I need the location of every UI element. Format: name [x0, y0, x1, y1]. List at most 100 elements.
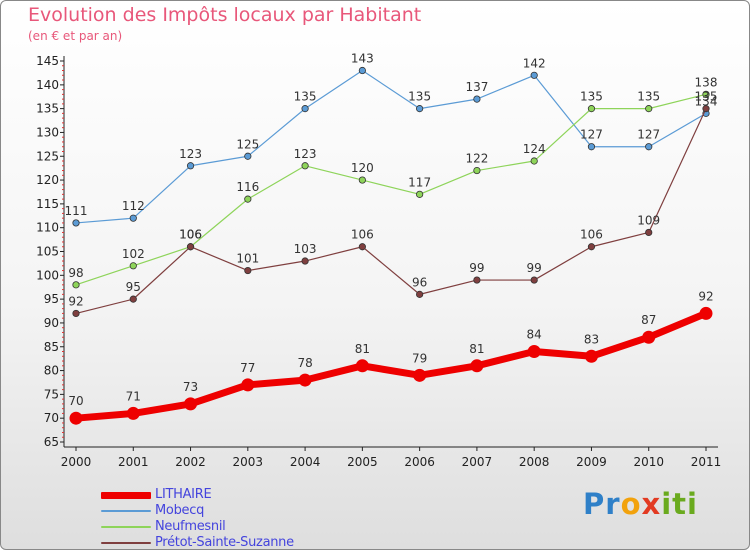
chart-axes: 65 70 75 80 85 90 95 100 105 110 115 120 125 130 135 14…: [36, 54, 721, 469]
data-point-neufmesnil: [244, 195, 252, 203]
data-label-lithaire: 83: [584, 332, 599, 346]
data-point-lithaire: [699, 306, 713, 320]
x-tick-label: 2011: [691, 455, 722, 469]
data-point-pr-tot-sainte-suzanne: [129, 295, 137, 303]
y-tick-label: 100: [36, 268, 59, 282]
data-label-mobecq: 127: [637, 128, 660, 142]
data-point-mobecq: [587, 143, 596, 151]
data-label-lithaire: 84: [527, 328, 542, 342]
logo-part: x: [641, 487, 662, 521]
data-label-lithaire: 77: [240, 361, 255, 375]
data-label-neufmesnil: 106: [179, 228, 202, 242]
data-point-mobecq: [129, 214, 137, 222]
data-point-pr-tot-sainte-suzanne: [358, 243, 366, 251]
data-point-lithaire: [413, 368, 427, 382]
data-point-neufmesnil: [72, 281, 80, 289]
data-label-mobecq: 112: [122, 199, 145, 213]
y-tick-label: 145: [36, 54, 59, 68]
x-tick-label: 2000: [61, 455, 92, 469]
series-line-lithaire: [72, 309, 710, 422]
data-label-pr-tot-sainte-suzanne: 135: [695, 90, 718, 104]
data-point-mobecq: [72, 219, 80, 227]
data-label-neufmesnil: 138: [695, 75, 718, 89]
data-label-pr-tot-sainte-suzanne: 103: [294, 242, 317, 256]
y-tick-label: 120: [36, 173, 59, 187]
data-point-neufmesnil: [129, 262, 137, 270]
x-tick-label: 2006: [404, 455, 435, 469]
data-label-mobecq: 123: [179, 147, 202, 161]
data-label-lithaire: 81: [469, 342, 484, 356]
data-point-neufmesnil: [587, 105, 596, 113]
data-point-pr-tot-sainte-suzanne: [702, 105, 710, 113]
data-point-mobecq: [244, 152, 252, 160]
y-tick-label: 115: [36, 197, 59, 211]
data-point-mobecq: [358, 66, 366, 75]
y-tick-label: 140: [36, 78, 59, 92]
data-point-neufmesnil: [645, 105, 653, 113]
data-point-pr-tot-sainte-suzanne: [473, 276, 481, 284]
y-tick-label: 130: [36, 125, 59, 139]
data-label-lithaire: 73: [183, 380, 198, 394]
data-point-neufmesnil: [358, 176, 366, 184]
legend-label-lithaire: LITHAIRE: [155, 487, 212, 502]
legend-item-pretot: Prétot-Sainte-Suzanne: [101, 535, 361, 549]
data-label-neufmesnil: 123: [294, 147, 317, 161]
legend-swatch-lithaire: [101, 492, 151, 499]
data-label-mobecq: 135: [294, 90, 317, 104]
data-label-lithaire: 87: [641, 313, 656, 327]
x-tick-label: 2001: [118, 455, 149, 469]
logo-part: iti: [661, 487, 698, 521]
legend-item-neufmesnil: Neufmesnil: [101, 519, 361, 535]
data-label-pr-tot-sainte-suzanne: 106: [351, 228, 374, 242]
data-label-mobecq: 127: [580, 128, 603, 142]
data-point-pr-tot-sainte-suzanne: [645, 228, 653, 237]
data-point-mobecq: [530, 71, 538, 79]
x-tick-label: 2002: [175, 455, 206, 469]
x-tick-label: 2004: [290, 455, 321, 469]
data-point-mobecq: [645, 143, 653, 151]
data-label-lithaire: 71: [126, 389, 141, 403]
x-tick-label: 2009: [576, 455, 607, 469]
data-label-mobecq: 125: [236, 137, 259, 151]
data-label-lithaire: 81: [355, 342, 370, 356]
logo-part: o: [620, 487, 642, 521]
data-label-pr-tot-sainte-suzanne: 95: [126, 280, 141, 294]
data-point-lithaire: [184, 397, 198, 411]
legend-item-lithaire: LITHAIRE: [101, 487, 361, 503]
data-label-mobecq: 137: [465, 80, 488, 94]
y-tick-label: 95: [44, 292, 59, 306]
data-label-neufmesnil: 116: [236, 180, 259, 194]
data-point-lithaire: [126, 406, 140, 420]
data-label-lithaire: 70: [68, 394, 83, 408]
data-point-pr-tot-sainte-suzanne: [244, 266, 252, 275]
x-tick-label: 2008: [519, 455, 550, 469]
x-tick-label: 2003: [233, 455, 264, 469]
data-label-neufmesnil: 102: [122, 247, 145, 261]
series-line-neufmesnil: [75, 93, 707, 286]
data-label-neufmesnil: 135: [580, 90, 603, 104]
data-point-pr-tot-sainte-suzanne: [186, 243, 195, 251]
chart-series: [69, 66, 713, 425]
data-label-pr-tot-sainte-suzanne: 99: [469, 261, 484, 275]
data-label-lithaire: 78: [297, 356, 312, 370]
data-point-lithaire: [527, 345, 541, 359]
legend-swatch-mobecq: [101, 510, 151, 512]
data-point-pr-tot-sainte-suzanne: [301, 257, 309, 265]
legend-swatch-pretot: [101, 542, 151, 544]
data-label-pr-tot-sainte-suzanne: 106: [580, 228, 603, 242]
data-label-mobecq: 142: [523, 56, 546, 70]
data-point-pr-tot-sainte-suzanne: [587, 243, 596, 251]
data-label-pr-tot-sainte-suzanne: 96: [412, 275, 427, 289]
data-point-lithaire: [69, 411, 83, 425]
data-point-neufmesnil: [473, 166, 481, 175]
y-tick-label: 90: [44, 316, 59, 330]
x-tick-label: 2010: [633, 455, 664, 469]
data-point-mobecq: [473, 95, 481, 103]
data-label-pr-tot-sainte-suzanne: 92: [68, 294, 83, 308]
data-label-pr-tot-sainte-suzanne: 99: [527, 261, 542, 275]
data-point-mobecq: [186, 162, 195, 170]
proxiti-logo: Proxiti: [583, 487, 698, 521]
y-tick-label: 110: [36, 221, 59, 235]
data-point-lithaire: [584, 349, 598, 363]
